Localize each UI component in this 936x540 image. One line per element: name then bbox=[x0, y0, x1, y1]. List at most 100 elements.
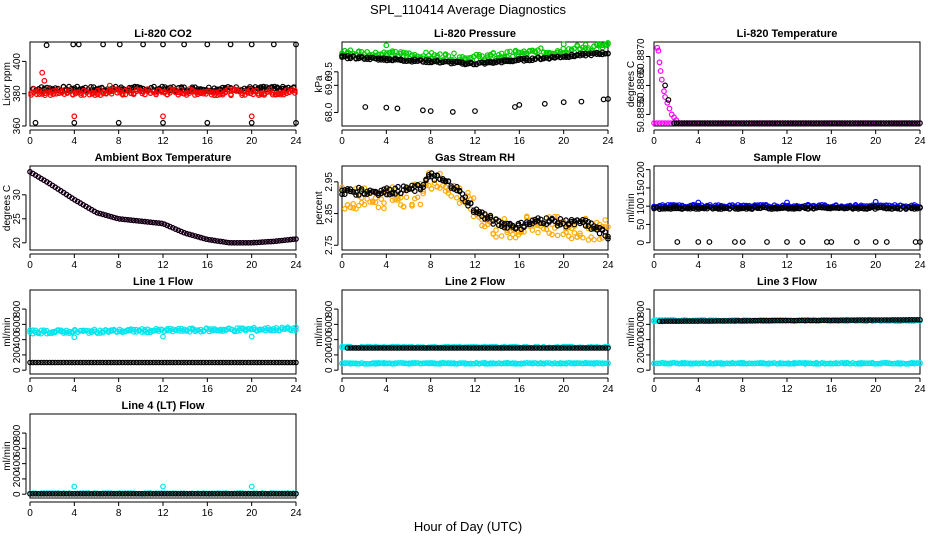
data-point bbox=[655, 47, 662, 54]
data-point bbox=[821, 360, 828, 367]
data-point bbox=[791, 317, 797, 324]
data-point bbox=[39, 69, 46, 76]
data-point bbox=[156, 490, 162, 497]
data-point bbox=[706, 239, 713, 245]
data-point bbox=[857, 120, 864, 126]
data-point bbox=[234, 359, 241, 366]
data-point bbox=[725, 120, 732, 126]
data-point bbox=[582, 41, 589, 48]
data-point bbox=[561, 345, 567, 351]
data-point bbox=[253, 490, 260, 497]
data-point bbox=[407, 345, 414, 351]
data-point bbox=[220, 490, 227, 497]
data-point bbox=[63, 329, 70, 336]
data-point bbox=[661, 88, 667, 95]
data-point bbox=[673, 205, 680, 212]
y-tick-label: 50.8870 bbox=[636, 38, 647, 75]
data-point bbox=[577, 345, 584, 351]
data-point bbox=[790, 120, 796, 126]
data-point bbox=[883, 205, 890, 212]
data-point bbox=[813, 120, 820, 126]
data-point bbox=[889, 317, 896, 323]
data-point bbox=[849, 360, 856, 366]
data-point bbox=[693, 206, 699, 212]
data-point bbox=[563, 229, 569, 235]
data-point bbox=[591, 345, 598, 351]
data-point bbox=[253, 87, 259, 94]
data-point bbox=[678, 318, 685, 325]
data-point bbox=[169, 86, 176, 93]
data-point bbox=[507, 58, 513, 65]
data-point bbox=[727, 318, 734, 324]
y-tick-label: 380 bbox=[12, 85, 23, 102]
data-point bbox=[453, 361, 460, 367]
data-point bbox=[164, 359, 171, 366]
x-tick-label: 16 bbox=[826, 260, 838, 271]
data-point bbox=[465, 360, 471, 367]
data-point bbox=[555, 345, 562, 351]
data-point bbox=[64, 89, 71, 96]
data-point bbox=[428, 360, 435, 367]
data-point bbox=[537, 45, 544, 52]
data-point bbox=[585, 345, 592, 351]
data-point bbox=[479, 59, 485, 66]
data-point bbox=[88, 359, 95, 366]
data-point bbox=[729, 204, 736, 211]
data-point bbox=[251, 239, 257, 246]
data-point bbox=[799, 360, 806, 366]
data-point bbox=[46, 359, 53, 366]
data-point bbox=[564, 345, 570, 351]
data-point bbox=[605, 41, 611, 48]
data-point bbox=[462, 55, 469, 61]
data-point bbox=[29, 330, 36, 337]
data-point bbox=[899, 120, 905, 126]
data-point bbox=[599, 223, 606, 230]
data-point bbox=[78, 92, 84, 98]
data-point bbox=[855, 204, 862, 211]
data-point bbox=[270, 327, 277, 334]
data-point bbox=[698, 205, 705, 212]
data-point bbox=[651, 360, 657, 367]
data-point bbox=[718, 206, 725, 212]
data-point bbox=[830, 360, 837, 367]
data-point bbox=[805, 360, 811, 367]
data-point bbox=[203, 88, 209, 95]
data-point bbox=[167, 223, 173, 230]
data-point bbox=[877, 204, 884, 211]
data-point bbox=[74, 329, 81, 335]
data-point bbox=[537, 55, 544, 62]
y-axis-label: ml/min bbox=[2, 317, 13, 346]
data-point bbox=[80, 359, 87, 366]
data-point bbox=[862, 120, 869, 126]
data-point bbox=[743, 360, 750, 367]
data-point bbox=[167, 325, 173, 332]
data-point bbox=[43, 42, 50, 49]
data-point bbox=[593, 41, 600, 48]
data-point bbox=[409, 182, 415, 189]
data-point bbox=[526, 221, 533, 228]
data-point bbox=[593, 51, 600, 58]
data-point bbox=[473, 209, 480, 216]
data-point bbox=[702, 120, 708, 126]
data-point bbox=[71, 119, 78, 126]
plot-frame bbox=[29, 165, 297, 251]
data-point bbox=[566, 345, 573, 351]
data-point bbox=[231, 240, 238, 246]
data-point bbox=[214, 490, 221, 497]
data-point bbox=[270, 325, 277, 332]
data-point bbox=[372, 360, 379, 366]
plot-frame bbox=[29, 413, 297, 499]
data-point bbox=[381, 359, 387, 366]
data-point bbox=[526, 360, 533, 367]
data-point bbox=[798, 120, 804, 126]
data-point bbox=[532, 216, 539, 223]
data-point bbox=[220, 359, 227, 366]
data-point bbox=[350, 201, 357, 207]
data-point bbox=[470, 61, 477, 68]
data-point bbox=[605, 95, 611, 102]
data-point bbox=[679, 359, 685, 366]
data-point bbox=[111, 490, 117, 497]
data-point bbox=[859, 317, 866, 323]
data-point bbox=[729, 360, 736, 367]
data-point bbox=[144, 219, 151, 225]
